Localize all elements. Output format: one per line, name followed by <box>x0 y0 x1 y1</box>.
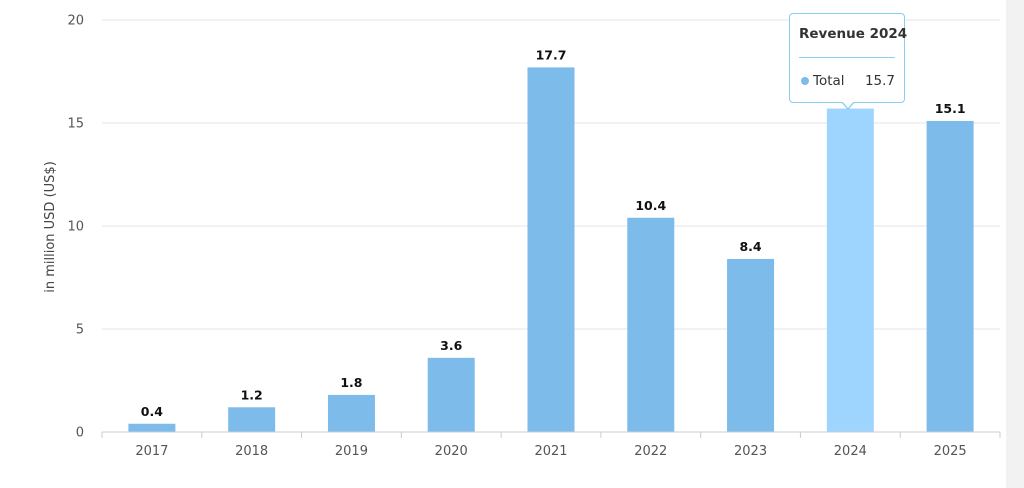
x-axis-ticks: 2017 2018 2019 2020 2021 2022 2023 2024 2025 <box>101 432 1001 459</box>
scrollbar-track <box>1006 0 1024 488</box>
data-label-2017: 0.4 <box>141 404 163 419</box>
y-tick-label: 20 <box>67 14 84 29</box>
data-label-2025: 15.1 <box>935 101 966 116</box>
x-tick-label-2021: 2021 <box>534 444 567 459</box>
tooltip-value: 15.7 <box>864 73 895 89</box>
bar-2018[interactable] <box>228 407 276 432</box>
bar-2025[interactable] <box>926 120 974 432</box>
y-tick-label: 10 <box>67 220 84 235</box>
x-tick-label-2018: 2018 <box>235 444 268 459</box>
tooltip-divider <box>799 57 895 58</box>
bar-2020[interactable] <box>427 357 475 432</box>
y-tick-label: 0 <box>76 426 84 441</box>
bar-2021[interactable] <box>527 67 575 432</box>
data-labels: 0.4 1.2 1.8 3.6 17.7 10.4 8.4 15.1 <box>141 47 966 418</box>
y-tick-label: 5 <box>76 323 84 338</box>
x-tick-label-2024: 2024 <box>834 444 867 459</box>
bar-2023[interactable] <box>727 258 775 432</box>
data-label-2019: 1.8 <box>340 375 362 390</box>
x-tick-label-2025: 2025 <box>934 444 967 459</box>
tooltip-title: Revenue 2024 <box>799 26 908 42</box>
bar-2019[interactable] <box>327 394 375 432</box>
data-label-2018: 1.2 <box>241 387 263 402</box>
data-label-2023: 8.4 <box>739 239 761 254</box>
data-label-2020: 3.6 <box>440 338 462 353</box>
tooltip-series-name: Total <box>813 73 845 89</box>
bar-2024[interactable] <box>826 108 874 432</box>
data-label-2022: 10.4 <box>635 198 666 213</box>
x-tick-label-2022: 2022 <box>634 444 667 459</box>
x-tick-label-2017: 2017 <box>135 444 168 459</box>
x-tick-label-2023: 2023 <box>734 444 767 459</box>
x-tick-label-2020: 2020 <box>435 444 468 459</box>
tooltip: Revenue 2024 Total 15.7 <box>789 13 908 103</box>
tooltip-pointer-fill <box>842 101 854 108</box>
bars <box>128 67 974 432</box>
bar-2022[interactable] <box>627 217 675 432</box>
data-label-2021: 17.7 <box>536 47 567 62</box>
y-axis-ticks: 0 5 10 15 20 <box>67 14 84 441</box>
x-tick-label-2019: 2019 <box>335 444 368 459</box>
tooltip-series-marker <box>801 77 809 85</box>
bar-2017[interactable] <box>128 423 176 432</box>
y-tick-label: 15 <box>67 117 84 132</box>
y-axis-title: in million USD (US$) <box>43 161 58 293</box>
